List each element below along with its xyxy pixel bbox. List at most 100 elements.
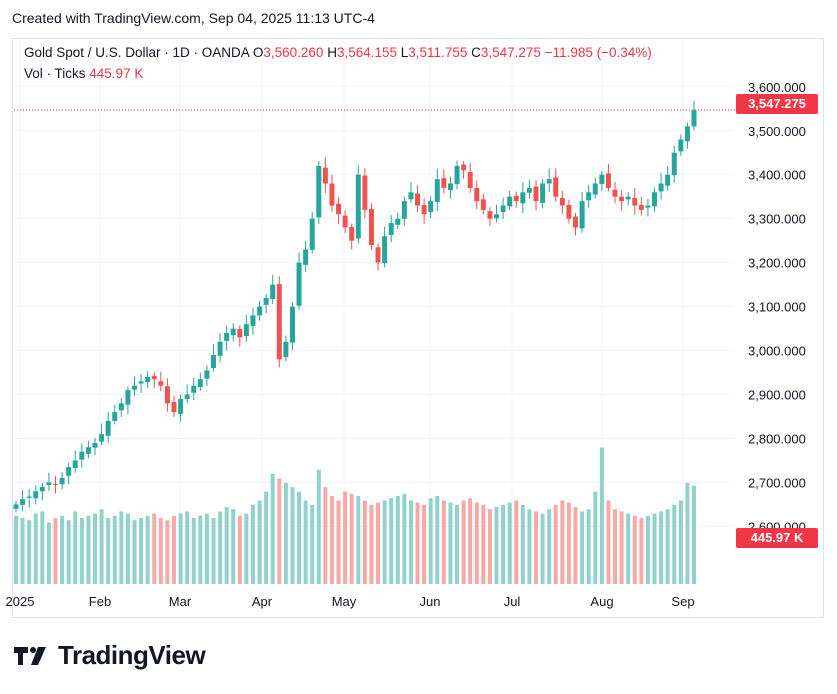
volume-bar	[402, 493, 407, 584]
candle-body	[474, 187, 480, 202]
symbol-label: Gold Spot / U.S. Dollar · 1D · OANDA	[24, 45, 250, 60]
volume-bar	[171, 515, 176, 584]
close-label: C	[471, 45, 481, 60]
candle-body	[105, 420, 111, 436]
candle-body	[362, 175, 368, 210]
volume-bar	[165, 520, 170, 584]
volume-value: 445.97 K	[89, 66, 144, 81]
volume-bar	[231, 509, 236, 584]
volume-bar	[659, 511, 664, 584]
volume-bar	[547, 509, 552, 584]
candle-body	[599, 174, 605, 184]
candle-body	[355, 174, 361, 239]
candle-body	[592, 183, 598, 195]
tradingview-logo-icon	[14, 646, 46, 665]
volume-bar	[14, 515, 18, 584]
volume-bar	[125, 513, 130, 584]
candle-body	[513, 195, 519, 202]
volume-bar	[527, 509, 532, 584]
footer-brand: TradingView	[58, 640, 206, 670]
volume-bar	[580, 511, 585, 584]
volume-bar	[494, 507, 499, 584]
candle-body	[342, 215, 348, 228]
open-label: O	[252, 45, 264, 60]
volume-bar	[53, 518, 58, 584]
candle-body	[118, 403, 124, 411]
volume-bar	[408, 500, 413, 584]
volume-bar	[382, 500, 387, 584]
chart-frame[interactable]	[12, 38, 824, 618]
volume-bar	[33, 513, 38, 584]
candle-body	[131, 385, 137, 390]
candle-body	[191, 385, 197, 393]
y-tick-label: 3,200.000	[748, 256, 806, 271]
volume-bar	[218, 511, 223, 584]
volume-bar	[297, 491, 302, 584]
candle-body	[447, 183, 453, 191]
candle-body	[566, 205, 572, 219]
volume-bar	[645, 515, 650, 584]
candle-body	[263, 297, 269, 305]
volume-bar	[106, 518, 111, 584]
candle-body	[20, 499, 26, 505]
volume-tag: 445.97 K	[736, 528, 818, 548]
candle-body	[619, 196, 625, 202]
candle-body	[26, 496, 32, 498]
volume-bar	[369, 504, 374, 584]
candle-body	[158, 381, 164, 386]
candle-body	[184, 394, 190, 399]
volume-bar	[336, 500, 341, 584]
footer-logo[interactable]: TradingView	[14, 640, 206, 671]
volume-bar	[395, 496, 400, 584]
candle-body	[92, 442, 98, 448]
candle-body	[289, 306, 295, 343]
volume-bar	[435, 496, 440, 584]
volume-bar	[46, 522, 51, 584]
volume-bar	[27, 520, 32, 584]
volume-bar	[678, 500, 683, 584]
volume-bar	[501, 504, 506, 584]
volume-bar	[204, 513, 209, 584]
candle-body	[678, 139, 684, 152]
volume-bar	[73, 511, 78, 584]
volume-bar	[461, 500, 466, 584]
high-label: H	[327, 45, 337, 60]
volume-bar	[244, 513, 249, 584]
volume-bar	[79, 518, 84, 584]
y-tick-label: 3,400.000	[748, 168, 806, 183]
candle-body	[368, 209, 374, 246]
volume-bar	[415, 502, 420, 584]
volume-bar	[606, 500, 611, 584]
candle-body	[125, 390, 131, 405]
volume-bar	[145, 515, 150, 584]
created-caption: Created with TradingView.com, Sep 04, 20…	[12, 10, 375, 26]
volume-bar	[534, 511, 539, 584]
volume-bar	[264, 491, 269, 584]
last-price-tag: 3,547.275	[736, 94, 818, 114]
volume-bar	[619, 511, 624, 584]
volume-bar	[329, 496, 334, 584]
candle-body	[540, 183, 546, 203]
candle-body	[573, 216, 579, 228]
volume-bar	[211, 518, 216, 584]
volume-bar	[132, 520, 137, 584]
candle-body	[415, 193, 421, 206]
x-tick-label: Apr	[252, 594, 273, 609]
volume-bar	[224, 507, 229, 584]
candle-body	[197, 379, 203, 388]
volume-legend: Vol · Ticks 445.97 K	[24, 66, 143, 81]
candle-body	[46, 482, 52, 486]
volume-bar	[652, 513, 657, 584]
volume-bar	[632, 515, 637, 584]
x-tick-label: Aug	[590, 594, 613, 609]
volume-bar	[290, 487, 295, 584]
candle-body	[487, 211, 493, 219]
high-value: 3,564.155	[336, 45, 397, 60]
candle-body	[494, 214, 500, 219]
volume-bar	[613, 509, 618, 584]
volume-bar	[665, 509, 670, 584]
candle-body	[151, 376, 157, 380]
volume-bar	[362, 500, 367, 584]
candle-body	[85, 447, 91, 454]
